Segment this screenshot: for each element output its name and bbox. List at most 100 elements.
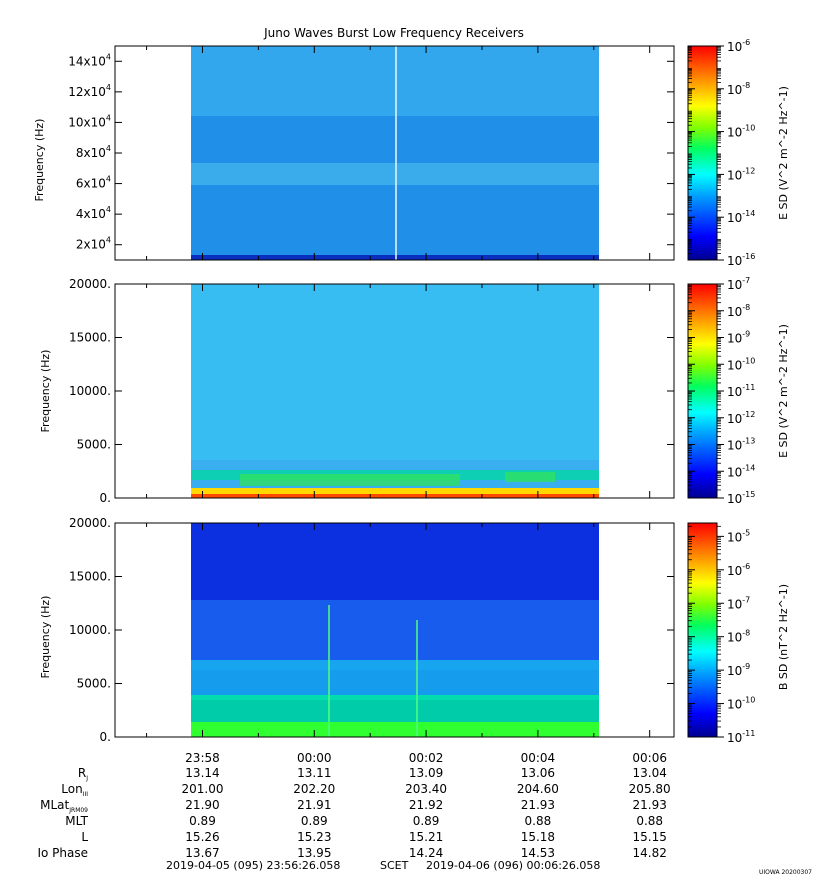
colorbar-tick-label: 10-10 bbox=[727, 356, 755, 372]
colorbar-tick-label: 10-8 bbox=[727, 629, 750, 645]
ephemeris-value: 0.89 bbox=[301, 814, 328, 828]
spectrogram-low-band bbox=[191, 255, 599, 260]
ephemeris-row-label: MLatJRM09 bbox=[40, 798, 88, 814]
ephemeris-value: 15.21 bbox=[409, 830, 443, 844]
y-tick-label: 15000. bbox=[69, 331, 111, 345]
ephemeris-value: 204.60 bbox=[517, 782, 559, 796]
colorbar-tick-label: 10-15 bbox=[727, 490, 755, 506]
colorbar-label: B SD (nT^2 Hz^-1) bbox=[777, 584, 790, 690]
ephemeris-row-label: MLT bbox=[65, 814, 88, 828]
ephemeris-value: 21.93 bbox=[633, 798, 667, 812]
y-tick-label: 0. bbox=[100, 491, 111, 505]
ephemeris-value: 202.20 bbox=[293, 782, 335, 796]
ephemeris-value: 0.88 bbox=[525, 814, 552, 828]
ephemeris-row-label: L bbox=[81, 830, 88, 844]
colorbar-tick-label: 10-11 bbox=[727, 383, 755, 399]
spectrogram-emission-patch bbox=[240, 474, 460, 486]
ephemeris-value: 0.89 bbox=[413, 814, 440, 828]
ephemeris-value: 21.90 bbox=[185, 798, 219, 812]
ephemeris-value: 13.14 bbox=[185, 766, 219, 780]
ephemeris-value: 203.40 bbox=[405, 782, 447, 796]
colorbar-tick-label: 10-8 bbox=[727, 303, 750, 319]
y-tick-label: 4x104 bbox=[76, 205, 111, 221]
ephemeris-value: 13.67 bbox=[185, 846, 219, 860]
spectrogram-red-band bbox=[191, 494, 599, 498]
ephemeris-value: 0.89 bbox=[189, 814, 216, 828]
y-tick-label: 12x104 bbox=[68, 83, 111, 99]
ephemeris-value: 21.93 bbox=[521, 798, 555, 812]
y-axis-label: Frequency (Hz) bbox=[39, 596, 52, 679]
chart-title: Juno Waves Burst Low Frequency Receivers bbox=[263, 26, 524, 40]
colorbar-tick-label: 10-7 bbox=[727, 276, 750, 292]
ephemeris-table: RJ 13.14 13.11 13.09 13.06 13.04 LonIII 201.00 2… bbox=[37, 766, 670, 860]
ephemeris-value: 21.92 bbox=[409, 798, 443, 812]
x-tick-label: 23:58 bbox=[185, 751, 220, 765]
ephemeris-value: 13.11 bbox=[297, 766, 331, 780]
x-ticks bbox=[146, 523, 651, 737]
ephemeris-value: 13.09 bbox=[409, 766, 443, 780]
colorbar-tick-label: 10-11 bbox=[727, 729, 755, 745]
ephemeris-value: 0.88 bbox=[636, 814, 663, 828]
colorbar-tick-label: 10-5 bbox=[727, 528, 750, 544]
ephemeris-value: 15.23 bbox=[297, 830, 331, 844]
x-tick-label: 00:00 bbox=[297, 751, 332, 765]
ephemeris-value: 21.91 bbox=[297, 798, 331, 812]
spectrogram-cyan-band bbox=[191, 660, 599, 700]
panel-top-e-field-high: 2x104 4x104 6x104 8x104 10x104 12x104 14x104 F… bbox=[33, 38, 790, 268]
colorbar-tick-label: 10-12 bbox=[727, 166, 755, 182]
y-tick-label: 5000. bbox=[77, 677, 111, 691]
y-ticks: 2x104 4x104 6x104 8x104 10x104 12x104 14x104 bbox=[68, 52, 674, 252]
y-tick-label: 8x104 bbox=[76, 144, 111, 160]
ephemeris-value: 13.95 bbox=[297, 846, 331, 860]
colorbar-ticks: 10-6 10-8 10-10 10-12 10-14 10-16 bbox=[688, 38, 755, 268]
x-ticks bbox=[146, 284, 651, 498]
spectrogram-mid-band bbox=[191, 163, 599, 185]
colorbar-tick-label: 10-10 bbox=[727, 696, 755, 712]
colorbar-tick-label: 10-16 bbox=[727, 252, 755, 268]
colorbar-ticks: 10-7 10-8 10-9 10-10 10-11 10-12 10-13 10-14 10-… bbox=[688, 276, 755, 506]
colorbar-tick-label: 10-8 bbox=[727, 81, 750, 97]
colorbar-tick-label: 10-9 bbox=[727, 330, 750, 346]
y-tick-label: 10000. bbox=[69, 384, 111, 398]
y-tick-label: 2x104 bbox=[76, 236, 111, 252]
colorbar-tick-label: 10-10 bbox=[727, 124, 755, 140]
colorbar-tick-label: 10-9 bbox=[727, 662, 750, 678]
y-tick-label: 14x104 bbox=[68, 52, 111, 68]
colorbar-tick-label: 10-6 bbox=[727, 38, 750, 54]
footer-stamp: UIOWA 20200307 bbox=[759, 869, 812, 876]
colorbar-tick-label: 10-13 bbox=[727, 437, 755, 453]
y-tick-label: 0. bbox=[100, 730, 111, 744]
ephemeris-value: 15.15 bbox=[633, 830, 667, 844]
y-axis-label: Frequency (Hz) bbox=[33, 119, 46, 202]
colorbar-label: E SD (V^2 m^-2 Hz^-1) bbox=[777, 324, 790, 458]
x-tick-label: 00:06 bbox=[632, 751, 667, 765]
ephemeris-value: 15.26 bbox=[185, 830, 219, 844]
y-ticks: 0. 5000. 10000. 15000. 20000. bbox=[69, 516, 674, 744]
footer-start-time: 2019-04-05 (095) 23:56:26.058 bbox=[166, 859, 340, 872]
ephemeris-row-label: LonIII bbox=[61, 782, 88, 798]
colorbar-ticks: 10-5 10-6 10-7 10-8 10-9 10-10 10-11 bbox=[688, 525, 755, 745]
colorbar-tick-label: 10-14 bbox=[727, 209, 755, 225]
ephemeris-value: 13.06 bbox=[521, 766, 555, 780]
spectrogram-upper-band bbox=[191, 46, 599, 116]
ephemeris-value: 14.24 bbox=[409, 846, 443, 860]
ephemeris-value: 201.00 bbox=[181, 782, 223, 796]
spectrogram-emission-patch bbox=[505, 472, 555, 482]
spectrogram-bright-band bbox=[191, 722, 599, 737]
panel-middle-e-field-low: 0. 5000. 10000. 15000. 20000. Frequency (Hz)… bbox=[39, 276, 790, 506]
spectrogram-blue-band bbox=[191, 600, 599, 670]
y-tick-label: 10x104 bbox=[68, 113, 111, 129]
y-ticks: 0. 5000. 10000. 15000. 20000. bbox=[69, 277, 674, 505]
ephemeris-value: 15.18 bbox=[521, 830, 555, 844]
y-tick-label: 20000. bbox=[69, 277, 111, 291]
ephemeris-row-label: Io Phase bbox=[37, 846, 88, 860]
ephemeris-value: 205.80 bbox=[629, 782, 671, 796]
spectrogram-yellow-band bbox=[191, 488, 599, 494]
colorbar-tick-label: 10-6 bbox=[727, 562, 750, 578]
footer-end-time: 2019-04-06 (096) 00:06:26.058 bbox=[426, 859, 600, 872]
y-tick-label: 5000. bbox=[77, 438, 111, 452]
ephemeris-value: 13.04 bbox=[633, 766, 667, 780]
ephemeris-value: 14.82 bbox=[633, 846, 667, 860]
y-tick-label: 10000. bbox=[69, 623, 111, 637]
